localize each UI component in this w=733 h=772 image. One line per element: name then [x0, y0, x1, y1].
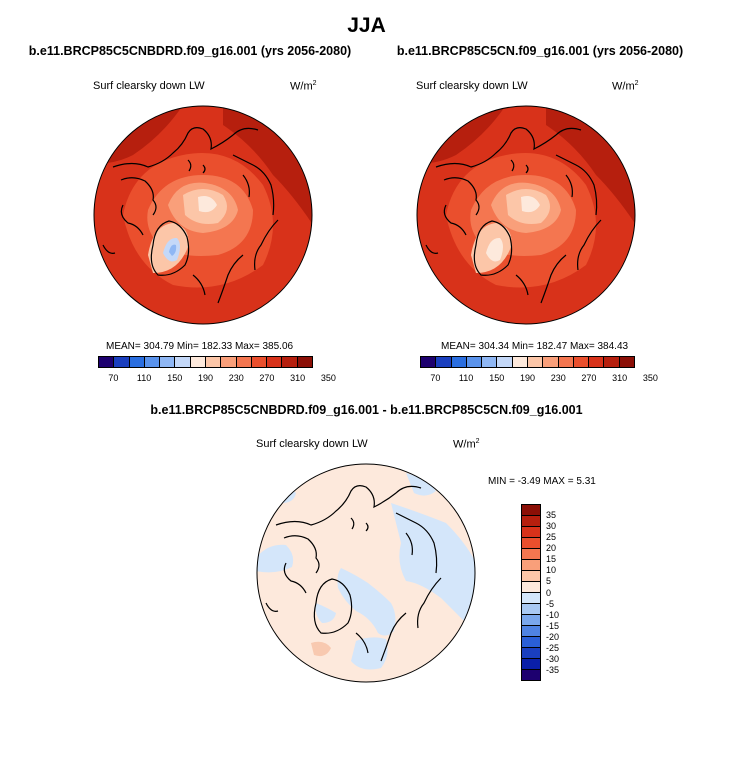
colorbar-swatch — [603, 357, 619, 367]
diff-panel-units: W/m2 — [453, 438, 480, 451]
panel-2-units: W/m2 — [612, 80, 639, 93]
colorbar-tick-label: -30 — [546, 653, 560, 664]
panel-2-variable: Surf clearsky down LW — [416, 80, 528, 92]
colorbar-swatch — [557, 357, 573, 367]
colorbar-tick-label: 230 — [228, 373, 244, 383]
colorbar-tick-label: -25 — [546, 642, 560, 653]
colorbar-swatch — [522, 548, 540, 559]
colorbar-tick-label: -35 — [546, 664, 560, 675]
colorbar-tick-label: 15 — [546, 554, 557, 565]
colorbar-swatch — [481, 357, 497, 367]
colorbar-tick-label: 10 — [546, 565, 557, 576]
colorbar-swatch — [522, 537, 540, 548]
colorbar-swatch — [496, 357, 512, 367]
colorbar-tick-label: 35 — [546, 510, 557, 521]
colorbar-swatch — [511, 357, 527, 367]
colorbar-tick-label: 270 — [259, 373, 275, 383]
colorbar-tick-label: 5 — [546, 576, 552, 587]
colorbar-swatch — [522, 526, 540, 537]
colorbar-tick-label: 310 — [612, 373, 628, 383]
panel-1-stats: MEAN= 304.79 Min= 182.33 Max= 385.06 — [106, 341, 294, 352]
colorbar-swatch — [281, 357, 297, 367]
colorbar-swatch — [526, 357, 543, 367]
diff-panel-colorbar-ticks: 35 30 25 20 15 10 5 0 -5 -10 -15 -20 -25 -30 -35 — [546, 504, 576, 681]
colorbar-swatch — [572, 357, 589, 367]
diff-panel-colorbar — [521, 504, 541, 681]
diff-panel-variable: Surf clearsky down LW — [256, 438, 368, 450]
colorbar-tick-label: 20 — [546, 543, 557, 554]
colorbar-swatch — [250, 357, 267, 367]
colorbar-tick-label: -15 — [546, 620, 560, 631]
panel-1-colorbar — [98, 356, 313, 368]
colorbar-tick-label: 190 — [197, 373, 214, 383]
colorbar-swatch — [421, 357, 436, 367]
colorbar-swatch — [618, 357, 634, 367]
colorbar-tick-label: 110 — [458, 373, 474, 383]
colorbar-tick-label: 310 — [290, 373, 306, 383]
panel-2-colorbar — [420, 356, 635, 368]
colorbar-tick-label: -10 — [546, 609, 560, 620]
colorbar-swatch — [522, 515, 540, 526]
colorbar-swatch — [296, 357, 312, 367]
colorbar-swatch — [522, 625, 540, 636]
colorbar-swatch — [174, 357, 190, 367]
colorbar-tick-label: 230 — [550, 373, 566, 383]
panel-2-polar-map — [416, 105, 636, 325]
colorbar-swatch — [522, 581, 540, 592]
colorbar-tick-label: 70 — [108, 373, 119, 383]
colorbar-tick-label: 110 — [136, 373, 152, 383]
colorbar-tick-label: 30 — [546, 521, 557, 532]
colorbar-swatch — [522, 636, 540, 647]
diff-panel-polar-map — [256, 463, 476, 683]
colorbar-swatch — [204, 357, 221, 367]
colorbar-swatch — [159, 357, 175, 367]
colorbar-tick-label: -5 — [546, 598, 555, 609]
colorbar-tick-label: 0 — [546, 587, 552, 598]
colorbar-swatch — [220, 357, 236, 367]
colorbar-tick-label: 150 — [167, 373, 183, 383]
colorbar-swatch — [435, 357, 451, 367]
panel-1-variable: Surf clearsky down LW — [93, 80, 205, 92]
main-title: JJA — [347, 14, 386, 37]
colorbar-swatch — [465, 357, 482, 367]
panel-2-colorbar-ticks: 70 110 150 190 230 270 310 350 — [420, 373, 658, 385]
colorbar-tick-label: 70 — [430, 373, 441, 383]
colorbar-swatch — [522, 603, 540, 614]
colorbar-swatch — [113, 357, 129, 367]
colorbar-tick-label: 350 — [642, 373, 658, 383]
colorbar-tick-label: -20 — [546, 631, 560, 642]
colorbar-swatch — [235, 357, 251, 367]
panel-1-colorbar-ticks: 70 110 150 190 230 270 310 350 — [98, 373, 336, 385]
colorbar-tick-label: 350 — [320, 373, 336, 383]
colorbar-tick-label: 270 — [581, 373, 597, 383]
colorbar-swatch — [542, 357, 558, 367]
panel-1-title: b.e11.BRCP85C5CNBDRD.f09_g16.001 (yrs 20… — [28, 44, 352, 58]
colorbar-swatch — [143, 357, 160, 367]
colorbar-tick-label: 150 — [489, 373, 505, 383]
colorbar-swatch — [522, 592, 540, 603]
colorbar-tick-label: 190 — [519, 373, 536, 383]
colorbar-swatch — [128, 357, 144, 367]
colorbar-swatch — [522, 559, 540, 570]
colorbar-swatch — [522, 505, 540, 515]
colorbar-swatch — [522, 658, 540, 669]
diff-panel-title: b.e11.BRCP85C5CNBDRD.f09_g16.001 - b.e11… — [150, 403, 583, 417]
colorbar-swatch — [450, 357, 466, 367]
panel-1-polar-map — [93, 105, 313, 325]
colorbar-swatch — [522, 647, 540, 658]
diff-panel-stats: MIN = -3.49 MAX = 5.31 — [488, 476, 596, 487]
panel-1-units: W/m2 — [290, 80, 317, 93]
colorbar-swatch — [99, 357, 114, 367]
panel-2-stats: MEAN= 304.34 Min= 182.47 Max= 384.43 — [441, 341, 629, 352]
colorbar-swatch — [522, 669, 540, 680]
colorbar-tick-label: 25 — [546, 532, 557, 543]
colorbar-swatch — [522, 570, 540, 581]
colorbar-swatch — [266, 357, 282, 367]
colorbar-swatch — [588, 357, 604, 367]
colorbar-swatch — [522, 614, 540, 625]
colorbar-swatch — [189, 357, 205, 367]
panel-2-title: b.e11.BRCP85C5CN.f09_g16.001 (yrs 2056-2… — [396, 44, 684, 58]
